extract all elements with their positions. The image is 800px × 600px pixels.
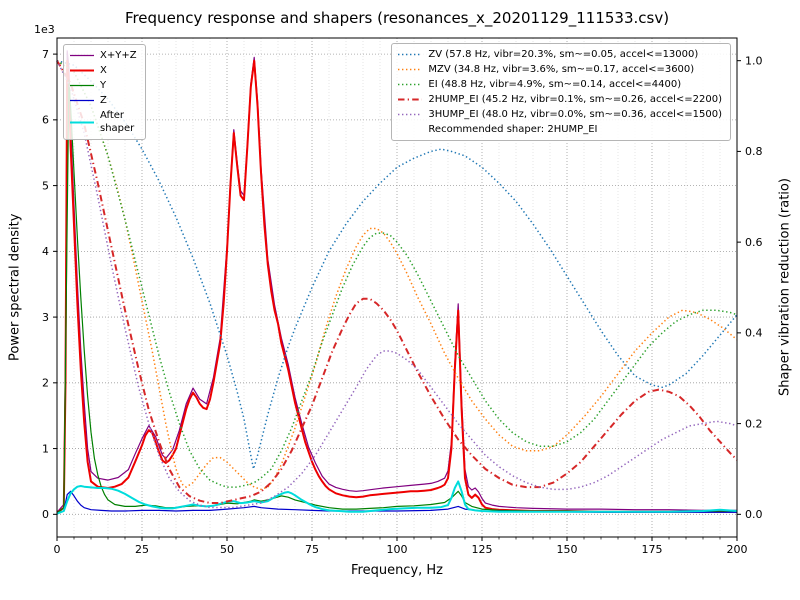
- legend-line-z-icon: [70, 95, 94, 106]
- right-y-tick-label: 0.2: [745, 417, 763, 430]
- legend-label-sum: X+Y+Z: [100, 50, 137, 61]
- x-tick-label: 175: [642, 543, 663, 556]
- legend-label-after-shaper: After shaper: [100, 110, 135, 134]
- right-y-tick-label: 1.0: [745, 54, 763, 67]
- legend-line-after-shaper-icon: [70, 117, 94, 128]
- x-tick-label: 0: [54, 543, 61, 556]
- legend-label-2hump-ei: 2HUMP_EI (45.2 Hz, vibr=0.1%, sm~=0.26, …: [428, 94, 722, 105]
- legend-label-ei: EI (48.8 Hz, vibr=4.9%, sm~=0.14, accel<…: [428, 79, 682, 90]
- y-axis-offset-label: 1e3: [34, 23, 55, 36]
- legend-line-zv-icon: [398, 49, 423, 60]
- legend-item-3hump-ei: 3HUMP_EI (48.0 Hz, vibr=0.0%, sm~=0.36, …: [398, 108, 722, 121]
- x-tick-label: 150: [557, 543, 578, 556]
- x-tick-label: 100: [387, 543, 408, 556]
- series-line-3hump_ei: [56, 60, 738, 509]
- legend-item-z: Z: [70, 94, 137, 107]
- right-y-tick-label: 0.4: [745, 327, 763, 340]
- legend-item-ei: EI (48.8 Hz, vibr=4.9%, sm~=0.14, accel<…: [398, 78, 722, 91]
- x-tick-label: 200: [727, 543, 748, 556]
- legend-item-y: Y: [70, 79, 137, 92]
- left-y-axis-label: Power spectral density: [7, 213, 23, 362]
- x-tick-label: 50: [220, 543, 234, 556]
- legend-item-2hump-ei: 2HUMP_EI (45.2 Hz, vibr=0.1%, sm~=0.26, …: [398, 93, 722, 106]
- left-y-tick-label: 5: [42, 179, 49, 192]
- legend-label-y: Y: [100, 80, 107, 91]
- shaper-legend: ZV (57.8 Hz, vibr=20.3%, sm~=0.05, accel…: [391, 43, 731, 141]
- x-tick-label: 25: [135, 543, 149, 556]
- recommended-shaper-label: Recommended shaper: 2HUMP_EI: [428, 124, 598, 135]
- right-y-tick-label: 0.0: [745, 508, 763, 521]
- legend-blank-icon: [398, 124, 422, 135]
- legend-line-2hump-ei-icon: [398, 94, 423, 105]
- legend-item-mzv: MZV (34.8 Hz, vibr=3.6%, sm~=0.17, accel…: [398, 63, 722, 76]
- legend-label-3hump-ei: 3HUMP_EI (48.0 Hz, vibr=0.0%, sm~=0.36, …: [428, 109, 722, 120]
- right-y-axis-label: Shaper vibration reduction (ratio): [777, 178, 793, 397]
- legend-line-sum-icon: [70, 50, 94, 61]
- left-y-tick-label: 6: [42, 114, 49, 127]
- recommended-shaper-note: Recommended shaper: 2HUMP_EI: [398, 123, 722, 136]
- legend-line-mzv-icon: [398, 64, 423, 75]
- legend-item-x: X: [70, 64, 137, 77]
- legend-line-y-icon: [70, 80, 94, 91]
- x-axis-label: Frequency, Hz: [350, 563, 444, 578]
- series-line-z: [56, 490, 737, 515]
- series-line-ei: [56, 60, 738, 488]
- right-y-tick-label: 0.8: [745, 145, 763, 158]
- legend-label-x: X: [100, 65, 107, 76]
- series-line-2hump_ei: [56, 60, 738, 504]
- legend-label-zv: ZV (57.8 Hz, vibr=20.3%, sm~=0.05, accel…: [428, 49, 699, 60]
- legend-item-sum: X+Y+Z: [70, 49, 137, 62]
- legend-label-z: Z: [100, 95, 107, 106]
- legend-item-zv: ZV (57.8 Hz, vibr=20.3%, sm~=0.05, accel…: [398, 48, 722, 61]
- series-line-after: [56, 480, 738, 515]
- left-y-tick-label: 4: [42, 245, 49, 258]
- x-tick-label: 75: [305, 543, 319, 556]
- legend-label-mzv: MZV (34.8 Hz, vibr=3.6%, sm~=0.17, accel…: [428, 64, 695, 75]
- legend-line-x-icon: [70, 65, 94, 76]
- legend-line-3hump-ei-icon: [398, 109, 423, 120]
- right-y-tick-label: 0.6: [745, 236, 763, 249]
- legend-item-after-shaper: After shaper: [70, 109, 137, 135]
- left-y-tick-label: 7: [42, 48, 49, 61]
- left-y-tick-label: 0: [42, 508, 49, 521]
- left-y-tick-label: 3: [42, 311, 49, 324]
- series-line-x: [56, 59, 737, 514]
- left-y-tick-label: 1: [42, 442, 49, 455]
- psd-legend: X+Y+Z X Y Z After shaper: [63, 44, 146, 140]
- left-y-tick-label: 2: [42, 377, 49, 390]
- chart-title: Frequency response and shapers (resonanc…: [124, 9, 670, 27]
- x-tick-label: 125: [472, 543, 493, 556]
- legend-line-ei-icon: [398, 79, 423, 90]
